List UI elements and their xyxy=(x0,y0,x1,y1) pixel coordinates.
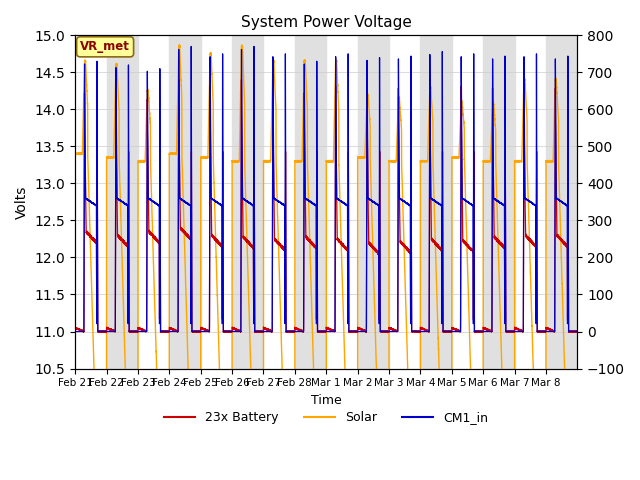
Bar xyxy=(295,36,326,369)
X-axis label: Time: Time xyxy=(311,394,342,407)
Bar xyxy=(170,36,201,369)
Bar xyxy=(106,36,138,369)
Bar xyxy=(358,36,389,369)
Y-axis label: Volts: Volts xyxy=(15,185,29,218)
Bar xyxy=(483,36,515,369)
Legend: 23x Battery, Solar, CM1_in: 23x Battery, Solar, CM1_in xyxy=(159,406,493,429)
Text: VR_met: VR_met xyxy=(80,40,130,53)
Bar xyxy=(420,36,452,369)
Bar xyxy=(546,36,577,369)
Bar xyxy=(232,36,264,369)
Title: System Power Voltage: System Power Voltage xyxy=(241,15,412,30)
